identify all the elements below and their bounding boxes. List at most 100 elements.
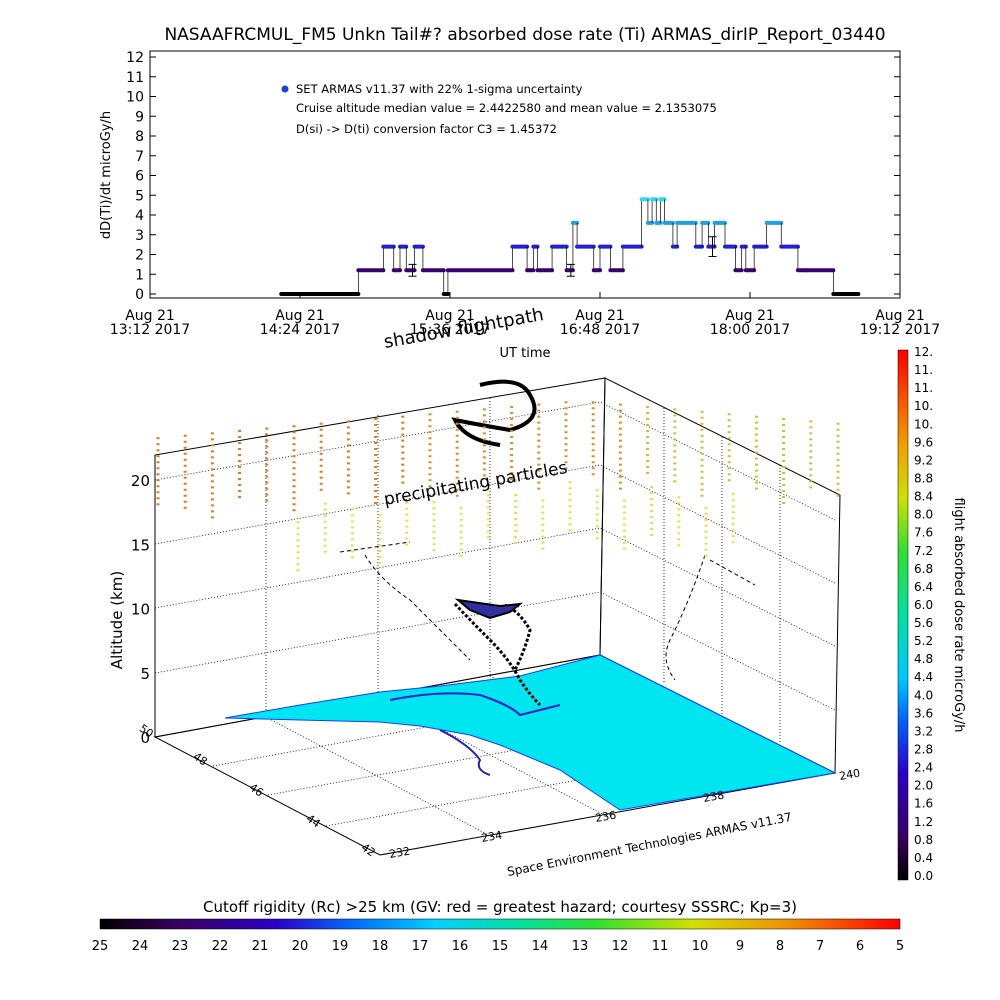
precipitating-particles-label: precipitating particles — [382, 458, 569, 510]
y-tick-label: 10 — [126, 90, 144, 106]
x-tick-label-time: 14:24 2017 — [260, 322, 340, 338]
dose-colorbar-tick: 6.4 — [914, 580, 933, 594]
rigidity-colorbar-tick: 18 — [372, 939, 389, 954]
longitude-tick-label: 240 — [838, 767, 861, 783]
y-tick-label: 12 — [126, 50, 144, 66]
dose-colorbar-tick: 7.6 — [914, 526, 933, 540]
precipitating-particles — [156, 401, 840, 572]
flight-path — [453, 602, 542, 707]
altitude-axis-label: Altitude (km) — [108, 571, 126, 669]
latitude-tick-label: 42 — [359, 841, 378, 860]
dose-colorbar-tick: 4.4 — [914, 670, 933, 684]
credit-label: Space Environment Technologies ARMAS v11… — [506, 810, 793, 879]
dose-colorbar-fill — [897, 349, 909, 881]
annotation-cruise: Cruise altitude median value = 2.4422580… — [296, 101, 717, 115]
latitude-tick-label: 46 — [247, 781, 266, 800]
rigidity-colorbar-tick: 24 — [132, 939, 149, 954]
dose-colorbar: 0.0 0.4 0.8 1.2 1.6 2.0 2.4 2.8 3.2 3.6 4.0 4.4 4.8 5… — [897, 345, 966, 883]
longitude-tick-label: 234 — [480, 829, 503, 845]
rigidity-colorbar-title: Cutoff rigidity (Rc) >25 km (GV: red = g… — [203, 898, 797, 916]
dose-colorbar-tick: 1.6 — [914, 797, 933, 811]
y-tick-label: 7 — [135, 149, 144, 165]
latitude-tick-label: 48 — [191, 750, 210, 769]
rigidity-colorbar-tick: 22 — [212, 939, 229, 954]
rigidity-colorbar-tick: 17 — [412, 939, 429, 954]
y-tick-label: 2 — [135, 248, 144, 264]
dose-colorbar-tick: 11. — [914, 363, 933, 377]
x-tick-label-time: 15:36 2017 — [410, 322, 490, 338]
x-tick-label-date: Aug 21 — [875, 308, 925, 324]
dose-colorbar-tick: 9.6 — [914, 435, 933, 449]
rigidity-colorbar-tick: 20 — [292, 939, 309, 954]
altitude-ticks: 0 5 10 15 20 — [131, 472, 150, 747]
rigidity-colorbar-tick: 25 — [92, 939, 109, 954]
rigidity-colorbar-tick: 8 — [776, 939, 784, 954]
x-tick-label-time: 13:12 2017 — [110, 322, 190, 338]
x-tick-label-date: Aug 21 — [275, 308, 325, 324]
legend-entry: SET ARMAS v11.37 with 22% 1-sigma uncert… — [296, 82, 583, 96]
error-bars — [408, 236, 717, 277]
dose-colorbar-tick: 10. — [914, 417, 933, 431]
rigidity-colorbar-tick: 7 — [816, 939, 824, 954]
dose-colorbar-tick: 9.2 — [914, 453, 933, 467]
dose-colorbar-tick: 12. — [914, 345, 933, 359]
y-tick-label: 4 — [135, 208, 144, 224]
rigidity-colorbar-tick: 16 — [452, 939, 469, 954]
dose-colorbar-tick: 2.8 — [914, 743, 933, 757]
dose-colorbar-ticks: 0.0 0.4 0.8 1.2 1.6 2.0 2.4 2.8 3.2 3.6 4.0 4.4 4.8 5… — [914, 345, 933, 883]
timeseries-frame — [149, 50, 901, 299]
dose-colorbar-tick: 8.8 — [914, 471, 933, 485]
rigidity-colorbar-tick: 5 — [896, 939, 904, 954]
rigidity-colorbar-tick: 23 — [172, 939, 189, 954]
longitude-tick-label: 236 — [594, 809, 617, 825]
shadow-path-right — [665, 554, 756, 681]
x-tick-label-date: Aug 21 — [425, 308, 475, 324]
y-tick-label: 6 — [135, 169, 144, 185]
dose-colorbar-tick: 8.0 — [914, 508, 933, 522]
dose-colorbar-tick: 7.2 — [914, 544, 933, 558]
ground-surface — [224, 654, 837, 811]
x-tick-label-date: Aug 21 — [125, 308, 175, 324]
altitude-tick-label: 10 — [131, 601, 150, 619]
rigidity-colorbar-fill — [99, 918, 901, 930]
flight-path-upper — [454, 598, 524, 620]
x-tick-label-date: Aug 21 — [725, 308, 775, 324]
y-tick-label: 3 — [135, 228, 144, 244]
altitude-tick-label: 5 — [140, 665, 150, 683]
rigidity-colorbar-tick: 13 — [572, 939, 589, 954]
altitude-tick-label: 20 — [131, 472, 150, 490]
dose-colorbar-tick: 2.0 — [914, 779, 933, 793]
rigidity-colorbar-tick: 15 — [492, 939, 509, 954]
dose-colorbar-tick: 0.0 — [914, 869, 933, 883]
rigidity-colorbar-tick: 12 — [612, 939, 629, 954]
rigidity-colorbar-tick: 10 — [692, 939, 709, 954]
coastline — [389, 692, 561, 776]
legend-marker — [281, 85, 289, 93]
shadow-path-top — [451, 379, 537, 447]
dose-colorbar-tick: 8.4 — [914, 490, 933, 504]
x-tick-label-time: 19:12 2017 — [860, 322, 940, 338]
dose-colorbar-tick: 0.4 — [914, 851, 933, 865]
dose-colorbar-tick: 4.0 — [914, 688, 933, 702]
annotation-conversion: D(si) -> D(ti) conversion factor C3 = 1.… — [296, 122, 557, 136]
x-tick-label-date: Aug 21 — [575, 308, 625, 324]
y-tick-label: 11 — [126, 70, 144, 86]
rigidity-colorbar-tick: 9 — [736, 939, 744, 954]
dose-colorbar-tick: 6.0 — [914, 598, 933, 612]
rigidity-colorbar-tick: 21 — [252, 939, 269, 954]
dose-colorbar-label: flight absorbed dose rate microGy/h — [951, 498, 966, 733]
y-tick-label: 0 — [135, 287, 144, 303]
rigidity-colorbar-tick: 14 — [532, 939, 549, 954]
vertical-gridlines — [265, 398, 781, 744]
x-tick-label-time: 16:48 2017 — [560, 322, 640, 338]
dose-colorbar-tick: 5.2 — [914, 634, 933, 648]
dose-colorbar-tick: 3.6 — [914, 706, 933, 720]
altitude-gridlines — [154, 401, 836, 711]
rigidity-colorbar-tick: 11 — [652, 939, 669, 954]
